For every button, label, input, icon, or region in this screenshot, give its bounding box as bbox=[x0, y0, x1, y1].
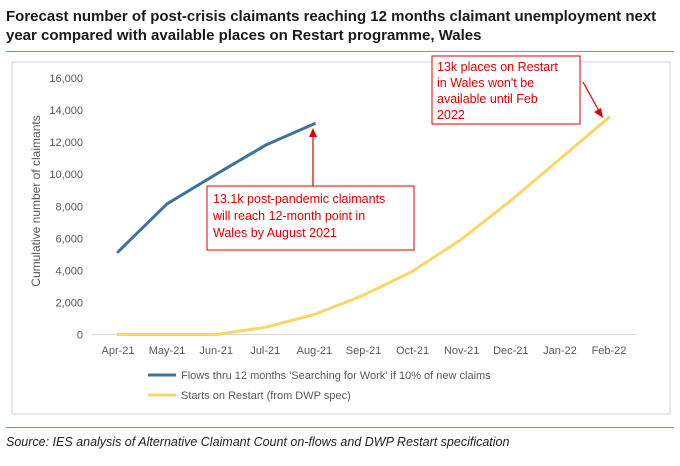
y-tick-label: 6,000 bbox=[55, 233, 83, 245]
annotation-restart-line-4: 2022 bbox=[437, 108, 465, 122]
annotation-restart-arrowhead bbox=[594, 108, 603, 118]
legend-label-restart: Starts on Restart (from DWP spec) bbox=[181, 390, 351, 402]
annotation-restart: 13k places on Restart in Wales won't be … bbox=[431, 55, 603, 125]
chart-title: Forecast number of post-crisis claimants… bbox=[6, 7, 674, 45]
annotation-claimants-box bbox=[206, 185, 415, 251]
chart-title-line-2: year compared with available places on R… bbox=[6, 27, 482, 44]
annotation-claimants: 13.1k post-pandemic claimants will reach… bbox=[206, 128, 415, 251]
y-tick-label: 16,000 bbox=[49, 73, 83, 85]
source-note: Source: IES analysis of Alternative Clai… bbox=[6, 435, 510, 449]
annotation-restart-line-1: 13k places on Restart bbox=[437, 60, 558, 74]
legend: Flows thru 12 months 'Searching for Work… bbox=[148, 370, 491, 402]
y-tick-label: 12,000 bbox=[49, 137, 83, 149]
chart-title-line-1: Forecast number of post-crisis claimants… bbox=[6, 8, 657, 25]
annotation-restart-box bbox=[431, 55, 581, 125]
series-line-flows bbox=[116, 122, 316, 254]
annotation-restart-line-3: available until Feb bbox=[437, 92, 538, 106]
series-lines bbox=[116, 115, 611, 336]
x-tick-label: Jun-21 bbox=[199, 345, 233, 357]
y-tick-label: 8,000 bbox=[55, 201, 83, 213]
x-tick-label: Jan-22 bbox=[543, 345, 577, 357]
source-divider bbox=[6, 427, 674, 428]
annotation-restart-arrow bbox=[582, 81, 600, 112]
top-divider bbox=[6, 51, 674, 52]
x-tick-label: Aug-21 bbox=[297, 345, 332, 357]
x-tick-labels: Apr-21 May-21 Jun-21 Jul-21 Aug-21 Sep-21 Oct-… bbox=[101, 345, 626, 357]
x-tick-label: Nov-21 bbox=[444, 345, 479, 357]
x-tick-label: Oct-21 bbox=[396, 345, 429, 357]
series-line-restart bbox=[116, 115, 611, 336]
y-tick-labels: 0 2,000 4,000 6,000 8,000 10,000 12,000 14,000 1… bbox=[49, 73, 83, 342]
legend-label-flows: Flows thru 12 months 'Searching for Work… bbox=[181, 370, 491, 382]
x-tick-label: Feb-22 bbox=[592, 345, 627, 357]
y-tick-label: 10,000 bbox=[49, 169, 83, 181]
annotation-claimants-arrowhead bbox=[309, 128, 317, 137]
x-tick-label: Jul-21 bbox=[250, 345, 280, 357]
annotation-restart-line-2: in Wales won't be bbox=[437, 76, 534, 90]
x-tick-label: Sep-21 bbox=[346, 345, 381, 357]
y-axis-label: Cumulative number of claimants bbox=[29, 115, 43, 286]
y-tick-label: 4,000 bbox=[55, 265, 83, 277]
annotation-claimants-line-2: will reach 12-month point in bbox=[212, 209, 365, 223]
y-tick-label: 14,000 bbox=[49, 105, 83, 117]
y-tick-label: 0 bbox=[77, 330, 83, 342]
annotation-claimants-line-3: Wales by August 2021 bbox=[213, 226, 337, 240]
y-tick-label: 2,000 bbox=[55, 297, 83, 309]
x-tick-label: Apr-21 bbox=[101, 345, 134, 357]
x-tick-label: Dec-21 bbox=[493, 345, 528, 357]
x-tick-label: May-21 bbox=[149, 345, 186, 357]
annotation-claimants-line-1: 13.1k post-pandemic claimants bbox=[213, 192, 385, 206]
